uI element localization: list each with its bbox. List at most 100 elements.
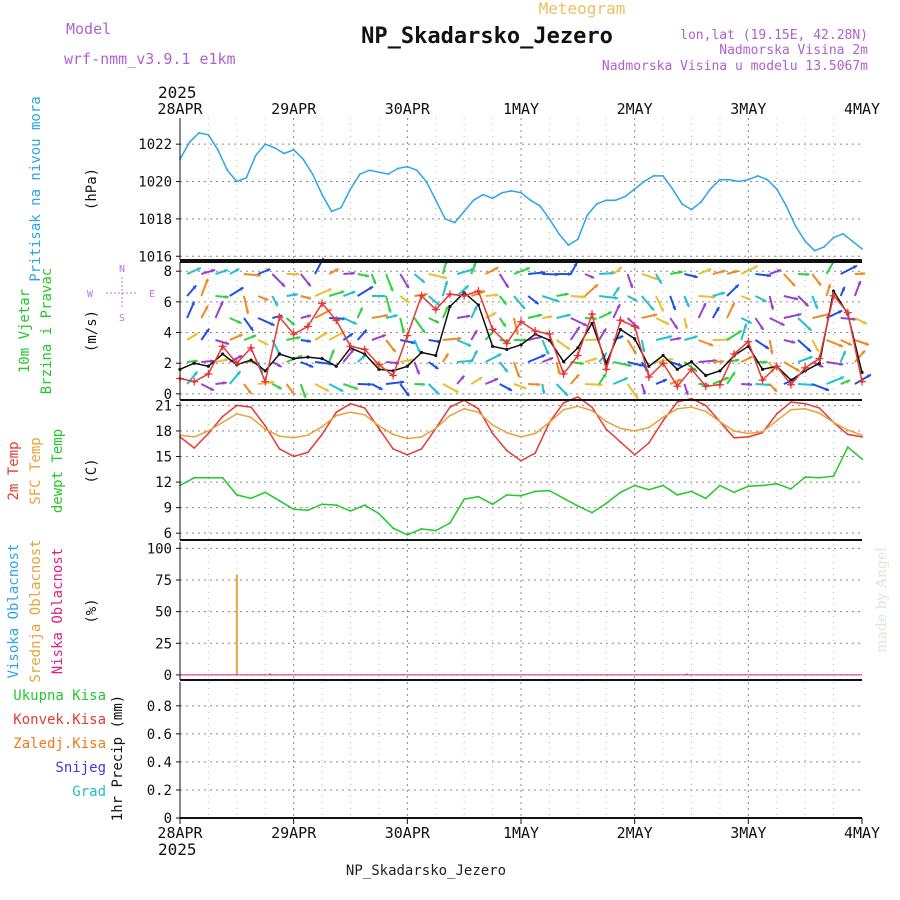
data-point (861, 247, 863, 250)
y-tick-label: 0 (164, 811, 172, 827)
data-point (775, 419, 778, 422)
data-point (453, 221, 456, 224)
data-point (520, 459, 522, 462)
data-point (700, 201, 702, 203)
y-tick-label: 1022 (138, 137, 172, 153)
wind-arrowhead (615, 287, 620, 292)
date-label-top: 28APR (157, 100, 203, 118)
panel-y-label: Pritisak na nivou mora (28, 96, 44, 281)
data-point (306, 509, 309, 512)
wind-arrowhead (748, 356, 753, 360)
wind-arrowhead (516, 373, 520, 378)
page-title: NP_Skadarsko_Jezero (361, 24, 613, 49)
data-point (378, 427, 380, 430)
wind-arrowhead (629, 284, 634, 288)
date-label-top: 29APR (271, 100, 317, 118)
wind-arrowhead (393, 314, 398, 318)
y-tick-label: 100 (147, 541, 172, 557)
data-point (804, 407, 807, 410)
wind-arrowhead (764, 345, 769, 349)
data-point (662, 484, 664, 487)
data-point (861, 436, 863, 438)
wind-arrowhead (582, 294, 586, 299)
wind-arrowhead (639, 363, 644, 367)
data-point (547, 338, 552, 342)
data-point (292, 455, 295, 458)
wind-arrowhead (568, 272, 572, 277)
data-point (618, 327, 623, 332)
wind-arrowhead (191, 301, 195, 306)
wind-arrowhead (306, 282, 311, 287)
data-point (591, 406, 593, 409)
data-point (321, 503, 323, 506)
data-point (340, 206, 342, 209)
data-point (420, 447, 423, 450)
data-point (207, 432, 210, 435)
data-point (567, 244, 570, 246)
data-point (562, 408, 565, 411)
data-point (463, 498, 466, 501)
y-tick-label: 15 (155, 450, 172, 466)
data-point (377, 367, 381, 371)
wind-arrowhead (610, 271, 615, 276)
wind-arrowhead (416, 370, 420, 375)
data-point (624, 195, 627, 198)
data-point (747, 436, 750, 438)
panel-y-label: SFC Temp (28, 437, 44, 504)
wind-arrowhead (270, 380, 275, 385)
precip-legend-label: Snijeg (55, 760, 106, 776)
data-point (419, 350, 424, 355)
data-point (539, 204, 541, 207)
wind-arrowhead (192, 285, 197, 290)
data-point (534, 452, 537, 455)
data-point (434, 529, 437, 532)
data-point (817, 361, 821, 365)
data-point (647, 364, 651, 368)
wind-arrowhead (685, 391, 689, 395)
data-point (505, 347, 509, 351)
data-point (321, 425, 323, 428)
data-point (690, 208, 693, 211)
data-point (586, 214, 589, 217)
wind-arrowhead (219, 301, 224, 306)
wind-arrowhead (264, 297, 269, 301)
wind-arrowhead (264, 341, 269, 346)
wind-arrowhead (709, 342, 714, 347)
wind-arrowhead (583, 322, 588, 326)
data-point (690, 406, 693, 409)
data-point (719, 420, 721, 423)
panel-y-label: Niska Oblacnost (50, 548, 66, 674)
data-point (448, 304, 452, 309)
wind-arrowhead (270, 322, 275, 326)
data-point (207, 430, 210, 432)
data-point (633, 453, 636, 456)
data-point (250, 416, 252, 419)
data-point (676, 407, 679, 410)
wind-arrowhead (564, 391, 568, 396)
wind-arrow-field (186, 257, 872, 400)
wind-arrowhead (239, 287, 244, 291)
wind-arrowhead (193, 333, 198, 337)
data-point (529, 199, 532, 202)
wind-arrowhead (534, 300, 539, 305)
wind-arrowhead (602, 328, 606, 333)
wind-arrowhead (633, 297, 638, 301)
data-point (434, 427, 437, 430)
wind-arrowhead (238, 355, 243, 359)
wind-arrowhead (702, 303, 706, 308)
data-point (207, 133, 210, 136)
wind-arrowhead (389, 287, 394, 292)
data-point (501, 191, 503, 194)
data-point (420, 528, 423, 530)
wind-arrowhead (464, 285, 469, 290)
data-point (363, 407, 366, 409)
wind-arrowhead (327, 288, 332, 293)
data-point (548, 421, 551, 424)
wind-arrowhead (324, 387, 329, 392)
wind-arrowhead (368, 382, 372, 387)
data-point (335, 504, 338, 506)
data-point (728, 178, 731, 181)
wind-arrowhead (421, 382, 425, 387)
y-tick-label: 18 (155, 424, 172, 440)
data-point (335, 414, 338, 417)
